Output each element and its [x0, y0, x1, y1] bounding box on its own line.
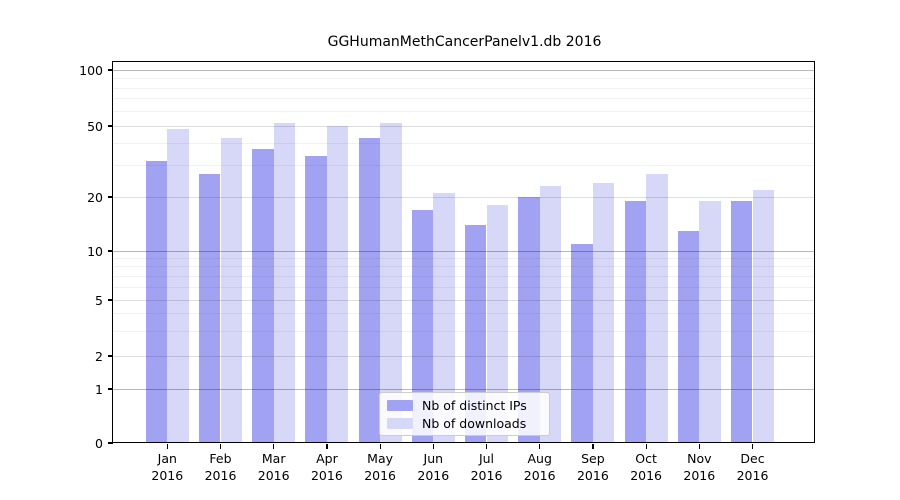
bar-nov-downloads [699, 200, 721, 443]
y-tick-mark-100 [107, 69, 113, 71]
x-tick-label-aug: Aug 2016 [523, 451, 556, 483]
x-tick-label-may: May 2016 [364, 451, 396, 483]
bar-apr-downloads [326, 126, 349, 443]
x-tick-label-mar: Mar 2016 [257, 451, 290, 483]
x-tick-label-feb: Feb 2016 [204, 451, 237, 483]
x-tick-label-nov: Nov 2016 [683, 451, 716, 483]
x-tick-mark-may [379, 444, 381, 449]
legend-label-downloads: Nb of downloads [422, 415, 527, 431]
x-tick-label-dec: Dec 2016 [736, 451, 769, 483]
legend-swatch-distinct-ips [387, 399, 413, 411]
bar-jul-distinct-ips [464, 224, 487, 443]
legend-label-distinct-ips: Nb of distinct IPs [422, 397, 527, 413]
gridline-minor-4 [113, 313, 815, 315]
gridline-20 [113, 196, 815, 198]
gridline-1 [113, 388, 815, 390]
x-tick-mark-jun [432, 444, 434, 449]
x-tick-label-oct: Oct 2016 [630, 451, 662, 483]
bar-jun-distinct-ips [411, 209, 434, 443]
legend-item-distinct-ips: Nb of distinct IPs [387, 398, 549, 413]
y-tick-label-1: 1 [95, 381, 103, 397]
gridline-minor-80 [113, 87, 815, 89]
y-tick-label-10: 10 [87, 243, 103, 259]
bar-feb-distinct-ips [198, 173, 221, 443]
x-tick-label-jun: Jun 2016 [417, 451, 450, 483]
legend-item-downloads: Nb of downloads [387, 416, 549, 431]
x-tick-label-jul: Jul 2016 [470, 451, 503, 483]
y-tick-label-0: 0 [95, 435, 103, 451]
y-tick-mark-0 [107, 442, 113, 444]
bar-aug-distinct-ips [518, 197, 540, 443]
y-tick-mark-50 [107, 125, 113, 127]
gridline-5 [113, 299, 815, 301]
gridline-minor-8 [113, 266, 815, 268]
bar-jan-distinct-ips [145, 160, 168, 443]
y-tick-label-2: 2 [95, 348, 103, 364]
bar-apr-distinct-ips [305, 155, 327, 443]
bar-dec-distinct-ips [730, 200, 753, 443]
bar-sep-downloads [592, 182, 615, 443]
y-tick-mark-1 [107, 388, 113, 390]
bar-sep-distinct-ips [571, 243, 593, 443]
legend: Nb of distinct IPs Nb of downloads [379, 392, 550, 436]
x-tick-mark-mar [273, 444, 275, 449]
x-tick-mark-jan [166, 444, 168, 449]
y-tick-mark-10 [107, 250, 113, 252]
bar-mar-downloads [273, 122, 296, 443]
y-tick-label-5: 5 [95, 292, 103, 308]
bar-nov-distinct-ips [677, 230, 700, 443]
x-tick-mark-jul [485, 444, 488, 449]
bar-aug-downloads [539, 186, 562, 443]
gridline-minor-60 [113, 110, 815, 112]
gridline-10 [113, 250, 815, 252]
gridline-minor-30 [113, 165, 815, 167]
gridline-minor-40 [113, 142, 815, 144]
y-tick-label-20: 20 [87, 189, 103, 205]
x-tick-mark-feb [219, 444, 222, 449]
bar-may-downloads [380, 122, 402, 443]
bar-may-distinct-ips [358, 137, 381, 443]
x-tick-label-apr: Apr 2016 [310, 451, 343, 483]
gridline-minor-9 [113, 257, 815, 259]
gridline-2 [113, 355, 815, 357]
bar-oct-distinct-ips [624, 200, 647, 443]
bar-jul-downloads [486, 205, 509, 443]
bar-dec-downloads [752, 189, 775, 443]
bar-mar-distinct-ips [252, 149, 274, 443]
x-tick-mark-oct [645, 444, 647, 449]
y-tick-label-50: 50 [87, 118, 103, 134]
gridline-minor-7 [113, 275, 815, 277]
x-tick-label-sep: Sep 2016 [576, 451, 609, 483]
bar-jun-downloads [433, 193, 455, 443]
x-tick-mark-nov [698, 444, 700, 449]
y-tick-label-100: 100 [79, 62, 103, 78]
gridline-minor-90 [113, 78, 815, 79]
gridline-minor-6 [113, 286, 815, 288]
y-tick-mark-5 [107, 299, 113, 301]
x-tick-mark-apr [326, 444, 328, 449]
x-tick-mark-sep [592, 444, 594, 449]
plot-area [112, 61, 815, 443]
gridline-minor-3 [113, 330, 815, 332]
chart-title: GGHumanMethCancerPanelv1.db 2016 [327, 34, 602, 50]
gridline-100 [113, 69, 815, 71]
y-tick-mark-20 [107, 196, 113, 198]
legend-swatch-downloads [387, 417, 413, 429]
y-tick-mark-2 [107, 355, 113, 357]
x-tick-mark-dec [751, 444, 754, 449]
gridline-minor-70 [113, 98, 815, 100]
x-tick-mark-aug [539, 444, 541, 449]
gridline-50 [113, 125, 815, 127]
x-tick-label-jan: Jan 2016 [151, 451, 184, 483]
bar-oct-downloads [646, 173, 668, 443]
bar-jan-downloads [167, 129, 189, 443]
bar-feb-downloads [220, 137, 243, 443]
